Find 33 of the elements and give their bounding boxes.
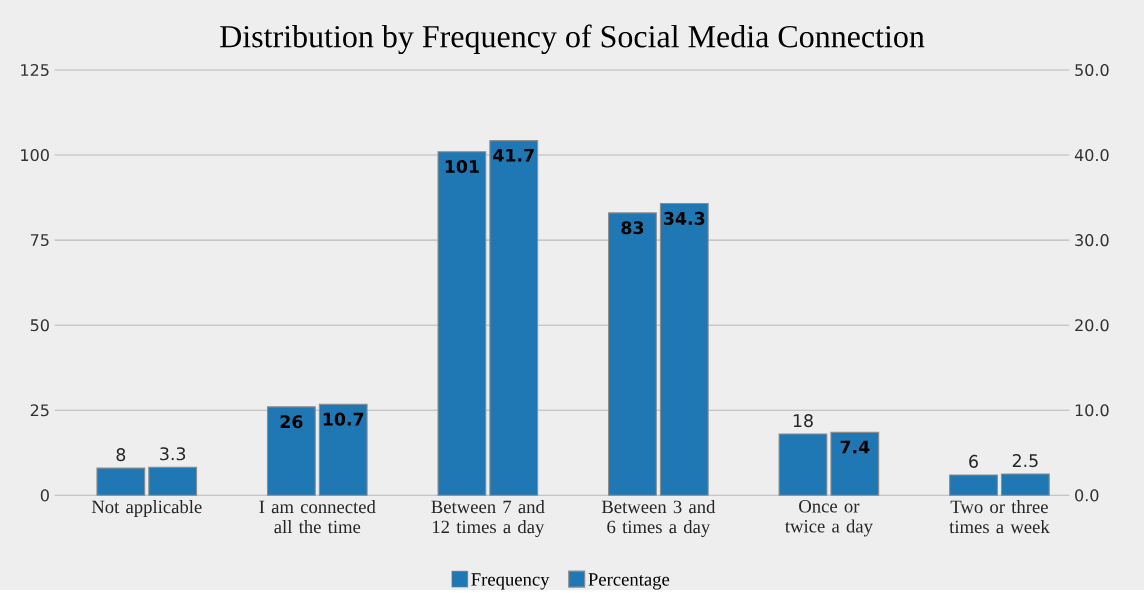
data-label: 2.5 [1012, 454, 1038, 468]
x-tick-label: Once or twice a day [785, 500, 873, 537]
y-tick-label: 25 [30, 404, 49, 417]
x-tick-label: Between 3 and 6 times a day [601, 500, 716, 538]
y2-tick-label: 50.0 [1075, 64, 1109, 77]
y2-tick-label: 0.0 [1075, 489, 1099, 502]
y-tick-label: 100 [21, 149, 49, 162]
data-label: 26 [280, 415, 303, 429]
data-label: 18 [793, 414, 813, 428]
x-tick-label: Between 7 and 12 times a day [431, 500, 545, 538]
y2-tick-label: 40.0 [1074, 149, 1109, 162]
data-label: 34.3 [664, 211, 705, 225]
y-tick-label: 50 [30, 319, 49, 332]
data-label: 41.7 [493, 148, 534, 162]
data-label: 7.4 [840, 440, 870, 454]
data-label: 10.7 [323, 412, 364, 426]
y2-tick-label: 10.0 [1075, 404, 1109, 417]
y2-tick-label: 30.0 [1075, 234, 1109, 247]
y2-tick-label: 20.0 [1075, 319, 1109, 332]
data-label: 83 [621, 221, 644, 235]
x-tick-label: Not applicable [91, 500, 202, 518]
y-tick-label: 0 [40, 489, 49, 502]
legend-label: Percentage [588, 573, 670, 590]
data-label: 101 [445, 159, 479, 174]
x-tick-label: I am connected all the time [259, 500, 376, 534]
data-label: 6 [969, 454, 978, 469]
data-label: 3.3 [160, 447, 186, 461]
y-tick-label: 75 [30, 234, 49, 247]
chart-title: Distribution by Frequency of Social Media Connection [220, 24, 925, 55]
data-label: 8 [116, 448, 126, 462]
y-tick-label: 125 [21, 64, 49, 77]
x-tick-label: Two or three times a week [949, 500, 1050, 534]
legend-label: Frequency [471, 573, 550, 590]
